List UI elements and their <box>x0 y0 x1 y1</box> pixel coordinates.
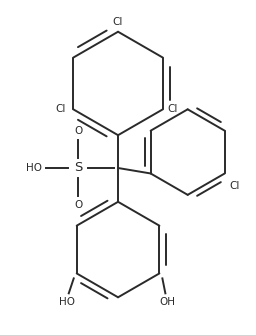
Text: O: O <box>74 200 82 210</box>
Text: OH: OH <box>159 297 175 307</box>
Text: O: O <box>74 126 82 136</box>
Text: Cl: Cl <box>55 104 65 114</box>
Text: HO: HO <box>59 297 75 307</box>
Text: Cl: Cl <box>168 104 178 114</box>
Text: Cl: Cl <box>113 17 123 27</box>
Text: Cl: Cl <box>230 182 240 191</box>
Text: S: S <box>74 161 82 175</box>
Text: HO: HO <box>26 163 42 173</box>
